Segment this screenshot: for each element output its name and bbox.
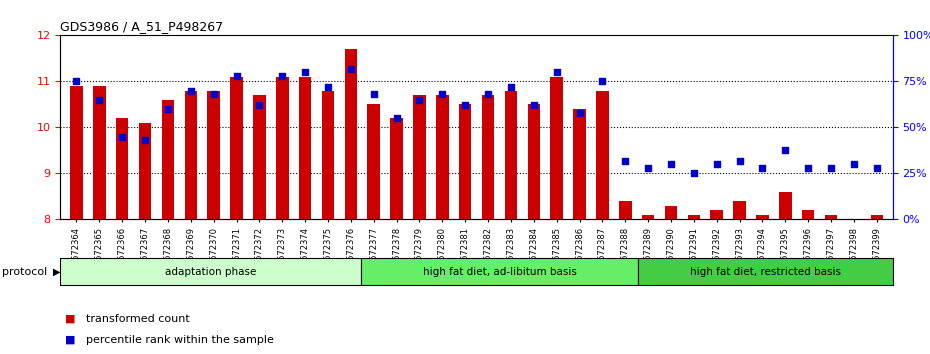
Bar (299, 77, 312, 219)
Bar (756, 215, 769, 219)
Bar (825, 215, 837, 219)
Point (321, 84, 336, 90)
Text: ■: ■ (65, 314, 75, 324)
Point (275, 73, 290, 79)
Point (435, 91, 450, 97)
Bar (573, 109, 586, 219)
Point (618, 158, 632, 164)
Bar (619, 201, 631, 219)
Point (69, 79, 84, 84)
Point (92, 97, 107, 103)
Bar (361, 258, 639, 285)
Text: protocol: protocol (2, 267, 47, 276)
Bar (505, 91, 517, 219)
Bar (639, 258, 893, 285)
Bar (665, 206, 677, 219)
Bar (711, 210, 723, 219)
Point (412, 97, 427, 103)
Point (777, 147, 792, 152)
Point (641, 165, 656, 171)
Point (755, 165, 770, 171)
Text: percentile rank within the sample: percentile rank within the sample (86, 335, 273, 345)
Bar (482, 95, 495, 219)
Text: ▶: ▶ (53, 267, 60, 276)
Point (663, 161, 678, 167)
Bar (139, 123, 152, 219)
Point (183, 88, 198, 93)
Point (503, 84, 518, 90)
Text: adaptation phase: adaptation phase (165, 267, 257, 277)
Bar (527, 104, 540, 219)
Bar (551, 77, 563, 219)
Bar (391, 118, 403, 219)
Point (686, 171, 701, 176)
Bar (60, 258, 361, 285)
Bar (642, 215, 655, 219)
Point (206, 91, 221, 97)
Bar (436, 95, 448, 219)
Point (252, 103, 267, 108)
Text: high fat diet, restricted basis: high fat diet, restricted basis (690, 267, 841, 277)
Point (343, 66, 358, 72)
Point (710, 161, 724, 167)
Bar (276, 77, 288, 219)
Text: high fat diet, ad-libitum basis: high fat diet, ad-libitum basis (423, 267, 577, 277)
Point (389, 115, 404, 121)
Point (138, 137, 153, 143)
Bar (70, 86, 83, 219)
Bar (162, 100, 174, 219)
Point (846, 161, 861, 167)
Bar (802, 210, 815, 219)
Point (161, 106, 176, 112)
Bar (367, 104, 380, 219)
Bar (413, 95, 426, 219)
Bar (322, 91, 334, 219)
Bar (779, 192, 791, 219)
Point (550, 69, 565, 75)
Point (229, 73, 244, 79)
Point (366, 91, 381, 97)
Point (870, 165, 884, 171)
Point (481, 91, 496, 97)
Point (458, 103, 472, 108)
Bar (870, 215, 883, 219)
Text: transformed count: transformed count (86, 314, 190, 324)
Point (732, 158, 747, 164)
Point (114, 134, 129, 139)
Bar (253, 95, 266, 219)
Bar (231, 77, 243, 219)
Point (572, 110, 587, 115)
Bar (458, 104, 472, 219)
Point (801, 165, 816, 171)
Bar (207, 91, 220, 219)
Bar (596, 91, 608, 219)
Bar (687, 215, 700, 219)
Point (595, 79, 610, 84)
Point (298, 69, 312, 75)
Bar (733, 201, 746, 219)
Text: GDS3986 / A_51_P498267: GDS3986 / A_51_P498267 (60, 20, 223, 33)
Text: ■: ■ (65, 335, 75, 345)
Point (824, 165, 839, 171)
Bar (93, 86, 106, 219)
Bar (116, 118, 128, 219)
Bar (345, 49, 357, 219)
Bar (184, 91, 197, 219)
Point (526, 103, 541, 108)
